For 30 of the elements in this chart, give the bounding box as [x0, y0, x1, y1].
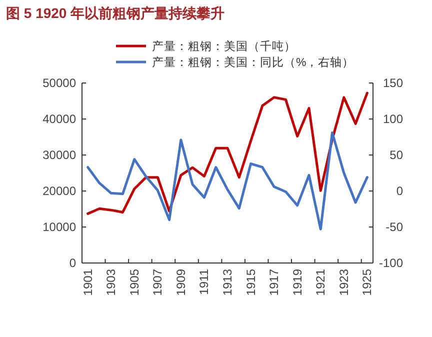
y2-tick-label: 100: [382, 112, 404, 126]
x-tick-label: 1923: [336, 268, 351, 296]
y-tick-label: 40000: [42, 112, 76, 126]
x-tick-label: 1917: [267, 268, 282, 296]
y2-tick-label: 150: [382, 76, 404, 90]
x-tick-label: 1915: [244, 268, 258, 296]
y2-tick-label: -100: [378, 256, 404, 270]
y2-tick-label: -50: [386, 220, 404, 234]
x-tick-label: 1909: [174, 268, 188, 296]
y-tick-label: 0: [69, 256, 76, 270]
y2-tick-label: 50: [390, 148, 404, 162]
y-tick-label: 50000: [42, 76, 76, 90]
line-series: [86, 131, 368, 230]
chart-title: 图 5 1920 年以前粗钢产量持续攀升: [6, 5, 225, 21]
y2-tick-label: 0: [396, 184, 404, 198]
x-tick-label: 1919: [290, 268, 304, 296]
x-tick-label: 1903: [104, 268, 118, 296]
x-tick-label: 1913: [220, 268, 234, 296]
y-tick-label: 20000: [42, 184, 76, 198]
x-tick-label: 1907: [150, 268, 165, 296]
legend-label: 产量：粗钢：美国（千吨）: [152, 39, 296, 53]
legend-label: 产量：粗钢：美国：同比（%，右轴）: [152, 55, 354, 69]
x-tick-label: 1911: [197, 268, 212, 295]
y-tick-label: 30000: [42, 148, 76, 162]
x-tick-label: 1901: [80, 268, 95, 296]
x-tick-label: 1921: [314, 268, 328, 296]
x-tick-label: 1905: [127, 268, 142, 296]
x-tick-label: 1925: [360, 268, 374, 296]
line-series: [86, 92, 368, 215]
y-tick-label: 10000: [42, 220, 76, 234]
